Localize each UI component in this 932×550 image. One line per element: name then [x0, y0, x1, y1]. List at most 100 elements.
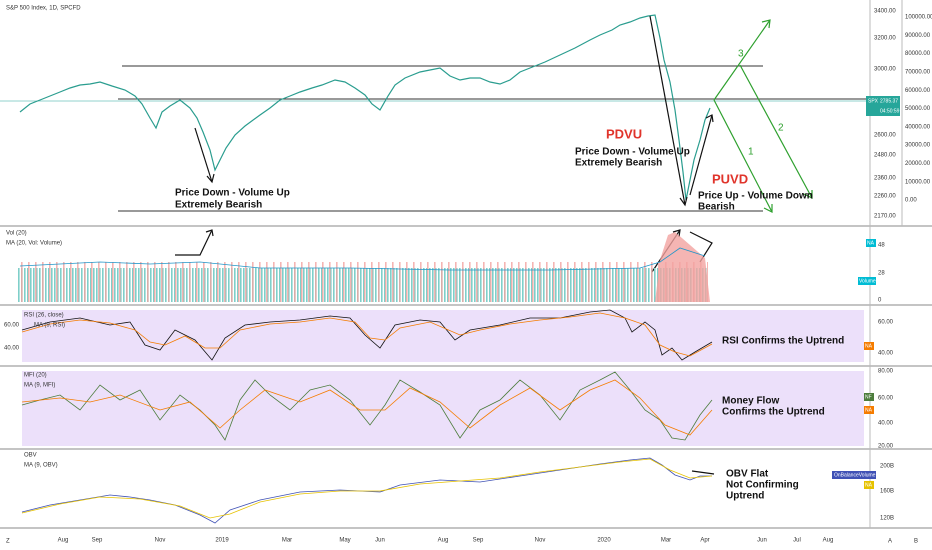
axis-label: 70000.00: [905, 69, 931, 75]
x-axis-label: Aug: [438, 538, 449, 544]
axis-label: 3200.00: [874, 36, 896, 42]
axis-label: 2360.00: [874, 176, 896, 182]
axis-label: 2260.00: [874, 194, 896, 200]
axis-label: 40.00: [4, 346, 20, 352]
price-tag-price: 2785.37: [880, 98, 898, 104]
wave-label: 3: [738, 49, 744, 60]
wave-label: 2: [778, 123, 784, 134]
axis-label: 100000.00: [905, 15, 932, 21]
tag-label: OnBalanceVolume: [834, 472, 876, 478]
axis-label: 160B: [880, 489, 894, 495]
tag-label: NA: [867, 240, 875, 246]
rsi-band: [22, 310, 864, 362]
volume-spike: [655, 232, 710, 302]
volume-ma: [19, 247, 706, 271]
x-axis-label: Mar: [661, 538, 671, 544]
footer-label: Z: [6, 539, 10, 545]
axis-label: 40.00: [878, 421, 894, 427]
pane-ma: MA (20, Vol: Volume): [6, 241, 62, 247]
x-axis: Aug Sep Nov 2019 Mar May Jun Aug Sep Nov 2020 Mar Ap…: [58, 538, 834, 544]
x-axis-label: Aug: [823, 538, 834, 544]
x-axis-label: Apr: [700, 538, 709, 544]
annotation: PDVU: [606, 126, 642, 141]
tag: [866, 239, 876, 247]
tag-label: NA: [865, 343, 873, 349]
axis-label: 90000.00: [905, 33, 931, 39]
tag: [864, 393, 874, 401]
axis-label: 20000.00: [905, 161, 931, 167]
axis-label: 0.00: [905, 198, 917, 204]
tag-label: NA: [865, 482, 873, 488]
axis-label: 60.00: [878, 320, 894, 326]
x-axis-label: Aug: [58, 538, 69, 544]
x-axis-label: Sep: [473, 538, 484, 544]
obv-line: [21, 457, 712, 524]
pane-title: Vol (20): [6, 231, 27, 237]
axis-label: 50000.00: [905, 106, 931, 112]
obv-ma: [21, 458, 713, 519]
x-axis-label: Jun: [757, 538, 767, 544]
footer-label: B: [914, 539, 918, 545]
tag: [832, 471, 876, 479]
axis-label: 2480.00: [874, 153, 896, 159]
axis-label: 20.00: [878, 444, 894, 450]
annotation: Extremely Bearish: [575, 158, 662, 169]
axis-label: 80.00: [878, 369, 894, 375]
annotation: OBV Flat: [726, 469, 769, 480]
axis-label: 40.00: [878, 351, 894, 357]
annotation: Confirms the Uptrend: [722, 407, 825, 418]
x-axis-label: May: [339, 538, 350, 544]
axis-label: 80000.00: [905, 51, 931, 57]
footer-label: A: [888, 539, 892, 545]
mfi-ma: [21, 379, 713, 436]
x-axis-label: Nov: [155, 538, 166, 544]
pane-title: MFI (20): [24, 373, 47, 379]
axis-label: 60000.00: [905, 88, 931, 94]
mfi-band: [22, 371, 864, 446]
tag: [864, 481, 874, 489]
axis-label: 60.00: [878, 396, 894, 402]
x-axis-label: 2020: [597, 538, 611, 544]
x-axis-label: Jun: [375, 538, 385, 544]
axis-label: 60.00: [4, 323, 20, 329]
tag: [858, 277, 876, 285]
axis-label: 2170.00: [874, 214, 896, 220]
tag: [864, 342, 874, 350]
axis-label: 3000.00: [874, 67, 896, 73]
x-axis-label: Jul: [793, 538, 801, 544]
annotation: Price Up - Volume Down: [698, 191, 813, 202]
axis-label: 48: [878, 243, 885, 249]
x-axis-label: Nov: [535, 538, 546, 544]
pane-ma: MA (9, RSI): [34, 323, 65, 329]
x-axis-label: Sep: [92, 538, 103, 544]
wave-label: 1: [748, 147, 754, 158]
price-axis: 3400.00 3200.00 3000.00 2600.00 2480.00 2360.…: [874, 9, 932, 220]
mfi-line: [21, 371, 713, 441]
price-tag-countdown: 04:50:59: [880, 108, 900, 114]
x-axis-label: 2019: [215, 538, 229, 544]
pane-ma: MA (9, MFI): [24, 383, 55, 389]
annotation: Price Down - Volume Up: [575, 147, 690, 158]
wave-arrows: [713, 19, 813, 213]
annotation: Extremely Bearish: [175, 200, 262, 211]
axis-label: 30000.00: [905, 143, 931, 149]
rsi-line: [21, 309, 713, 361]
price-candles: [19, 14, 711, 201]
rsi-ma: [21, 312, 713, 357]
price-tag-symbol: SPX: [868, 98, 879, 104]
tag-label: Volume: [859, 278, 876, 284]
pane-title: OBV: [24, 453, 37, 459]
tag-label: NF: [865, 394, 872, 400]
axis-label: 200B: [880, 464, 894, 470]
axis-label: 10000.00: [905, 179, 931, 185]
pane-ma: MA (9, OBV): [24, 463, 58, 469]
annotation: Bearish: [698, 202, 735, 213]
axis-label: 0: [878, 298, 882, 304]
symbol: S&P 500 Index, 1D, SPCFD: [6, 6, 81, 12]
tag: [864, 406, 874, 414]
axis-label: 40000.00: [905, 124, 931, 130]
annotation: Not Confirming: [726, 480, 799, 491]
x-axis-label: Mar: [282, 538, 292, 544]
annotation: Uptrend: [726, 491, 764, 502]
